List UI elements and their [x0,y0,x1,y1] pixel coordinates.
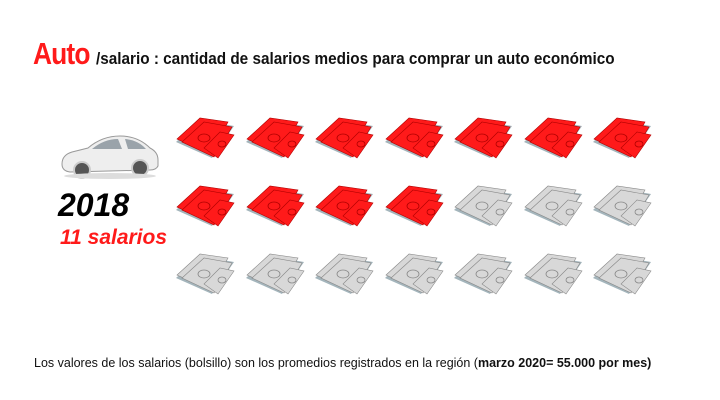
banknote-stack-icon-filled [384,117,444,159]
banknote-stack-icon-filled [454,117,513,159]
title-highlight: Auto [33,36,90,71]
banknote-stack-icon-empty [384,253,444,295]
banknote-stack-icon-empty [245,253,305,295]
year-label: 2018 [58,187,130,223]
banknote-stack-icon-empty [454,185,513,227]
footnote: Los valores de los salarios (bolsillo) s… [34,356,651,370]
salaries-count: 11 salarios [60,226,168,249]
banknote-stack-icon-filled [315,117,374,159]
banknote-stack-icon-filled [523,117,583,159]
title-rest: /salario : cantidad de salarios medios p… [96,49,615,68]
car-icon [61,135,159,179]
banknote-stack-icon-filled [245,117,305,159]
page-title: Auto /salario : cantidad de salarios med… [33,36,672,72]
banknote-stack-icon-empty [176,253,235,295]
banknote-stack-icon-empty [523,185,583,227]
banknote-stack-icon-empty [593,185,652,227]
banknote-stack-icon-empty [593,253,652,295]
banknote-stack-icon-filled [593,117,652,159]
footnote-bold: marzo 2020= 55.000 por mes) [477,356,652,370]
banknote-stack-icon-filled [384,185,444,227]
banknote-stack-icon-empty [315,253,374,295]
banknote-stack-icon-filled [176,185,235,227]
banknote-stack-icon-empty [523,253,583,295]
pictogram-grid [174,112,652,300]
banknote-stack-icon-empty [454,253,513,295]
footnote-text: Los valores de los salarios (bolsillo) s… [34,356,478,370]
banknote-stack-icon-filled [245,185,305,227]
banknote-stack-icon-filled [176,117,235,159]
banknote-stack-icon-filled [315,185,374,227]
